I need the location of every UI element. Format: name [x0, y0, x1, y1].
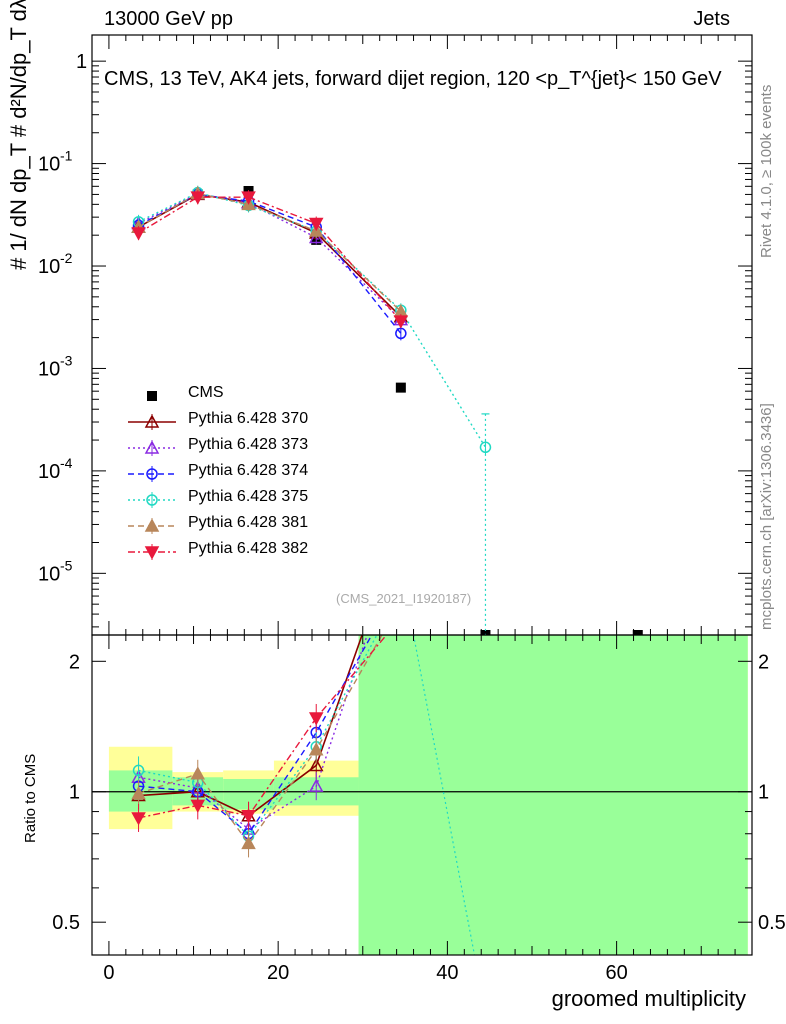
ratio-y-tick-label-right: 1 [758, 782, 769, 804]
x-axis-label: groomed multiplicity [551, 986, 746, 1011]
legend-item-373: Pythia 6.428 373 [120, 435, 380, 461]
legend-marker [144, 440, 160, 454]
data-point [308, 217, 324, 232]
ratio-line [138, 635, 388, 819]
series-line [138, 193, 402, 334]
ratio-point [308, 778, 324, 792]
legend-label: CMS [188, 384, 224, 401]
y-tick-exponent: -5 [60, 557, 73, 573]
ratio-y-tick-label: 0.5 [52, 912, 80, 934]
ratio-point [241, 810, 256, 824]
x-tick-label: 20 [267, 962, 289, 984]
x-tick-label: 40 [436, 962, 458, 984]
ratio-point [241, 835, 256, 850]
y-tick-exponent: -3 [60, 352, 73, 368]
ratio-point [131, 812, 146, 826]
mcplots-credit-label: mcplots.cern.ch [arXiv:1306.3436] [758, 403, 775, 630]
plot-title: CMS, 13 TeV, AK4 jets, forward dijet reg… [104, 68, 722, 90]
legend-item-cms: CMS [120, 383, 380, 409]
ratio-line [138, 635, 383, 845]
legend-item-382: Pythia 6.428 382 [120, 539, 380, 565]
legend-marker [146, 494, 158, 506]
legend-item-375: Pythia 6.428 375 [120, 487, 380, 513]
ratio-point [190, 766, 206, 780]
data-point [480, 630, 491, 635]
y-tick-exponent: -2 [60, 250, 73, 266]
legend-label: Pythia 6.428 370 [188, 410, 309, 427]
ratio-frame [91, 634, 753, 956]
ratio-point [308, 757, 324, 772]
data-point [190, 191, 206, 205]
y-tick-label: 10 [38, 154, 60, 176]
y-tick-label: 10 [38, 563, 60, 585]
series-line [138, 196, 402, 322]
y-tick-label: 10 [38, 461, 60, 483]
ratio-y-axis-label: Ratio to CMS [22, 753, 39, 843]
ratio-point [190, 799, 206, 813]
ratio-series-group [131, 635, 476, 955]
data-point [308, 229, 324, 244]
ratio-green-band [358, 635, 748, 955]
series-line [138, 192, 402, 312]
y-tick-exponent: -4 [60, 455, 73, 471]
data-point [395, 382, 406, 393]
ratio-point [308, 712, 324, 726]
legend-marker [144, 546, 160, 560]
legend-marker [144, 518, 160, 532]
rivet-version-label: Rivet 4.1.0, ≥ 100k events [758, 84, 775, 258]
analysis-category-label: Jets [693, 8, 730, 30]
analysis-id-watermark: (CMS_2021_I1920187) [336, 591, 472, 606]
series-line [138, 191, 487, 448]
ratio-y-tick-label-right: 2 [758, 651, 769, 673]
ratio-y-tick-label: 1 [69, 782, 80, 804]
data-point [632, 630, 643, 635]
legend-item-370: Pythia 6.428 370 [120, 409, 380, 435]
data-point [241, 191, 256, 205]
main-series-group [131, 185, 643, 635]
y-tick-label: 10 [38, 358, 60, 380]
legend-label: Pythia 6.428 375 [188, 488, 309, 505]
legend-label: Pythia 6.428 382 [188, 540, 309, 557]
process-label: 13000 GeV pp [104, 8, 233, 30]
ratio-point [131, 786, 146, 800]
legend-item-381: Pythia 6.428 381 [120, 513, 380, 539]
ratio-point [132, 764, 145, 777]
legend-label: Pythia 6.428 381 [188, 514, 309, 531]
data-point [131, 227, 146, 241]
y-tick-label: 10 [38, 256, 60, 278]
ratio-point [308, 742, 324, 756]
y-tick-label: 1 [76, 51, 87, 73]
x-tick-label: 60 [605, 962, 627, 984]
ratio-y-tick-label: 2 [69, 651, 80, 673]
data-point [393, 315, 409, 329]
main-y-axis-label: # 1/ dN dp_T # d²N/dp_T dλ [6, 0, 31, 270]
legend-label: Pythia 6.428 374 [188, 462, 309, 479]
x-tick-label: 0 [103, 962, 114, 984]
legend-marker [146, 468, 158, 480]
ratio-y-tick-label-right: 0.5 [758, 912, 786, 934]
legend-item-374: Pythia 6.428 374 [120, 461, 380, 487]
legend-marker [144, 414, 160, 428]
y-tick-exponent: -1 [60, 148, 73, 164]
ratio-line-375-tail [412, 635, 476, 955]
data-point [479, 441, 492, 454]
legend-label: Pythia 6.428 373 [188, 436, 309, 453]
ratio-line [138, 635, 378, 838]
legend-marker [147, 391, 157, 401]
